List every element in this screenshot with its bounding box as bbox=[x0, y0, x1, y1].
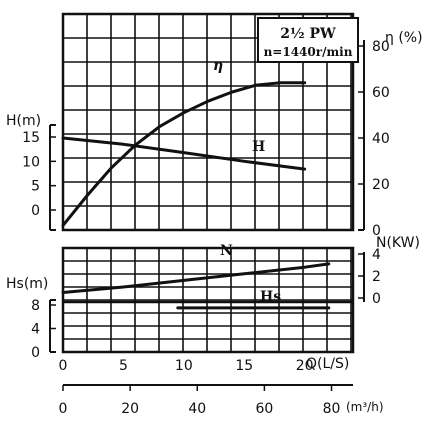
nkw-tick-label: 0 bbox=[372, 291, 381, 307]
bottom-panel-frame bbox=[61, 246, 355, 354]
eta-tick-label: 60 bbox=[372, 85, 390, 101]
nkw-tick-label: 4 bbox=[372, 247, 381, 263]
h-curve bbox=[61, 136, 307, 171]
hm-tick-label: 0 bbox=[31, 203, 40, 219]
hs-tick-label: 8 bbox=[31, 298, 40, 314]
q-tick-label: 5 bbox=[119, 358, 128, 374]
eta-tick-label: 0 bbox=[372, 223, 381, 239]
chart-subtitle: n=1440r/min bbox=[264, 45, 353, 59]
q-tick-label: 20 bbox=[296, 358, 314, 374]
hm-axis-label: H(m) bbox=[6, 113, 41, 129]
m3h-axis-label: (m³/h) bbox=[346, 400, 384, 414]
m3h-tick-label: 40 bbox=[188, 401, 206, 417]
q-tick-label: 0 bbox=[59, 358, 68, 374]
m3h-tick-label: 0 bbox=[59, 401, 68, 417]
hs-axis-label: Hs(m) bbox=[6, 276, 48, 292]
hs-series-label: Hs bbox=[260, 289, 281, 305]
q-tick-label: 10 bbox=[175, 358, 193, 374]
hs-tick-label: 0 bbox=[31, 345, 40, 361]
m3h-tick-label: 60 bbox=[255, 401, 273, 417]
top-panel-frame bbox=[61, 12, 355, 232]
m3h-tick-label: 80 bbox=[323, 401, 341, 417]
hm-tick-label: 10 bbox=[22, 154, 40, 170]
nkw-tick-label: 2 bbox=[372, 269, 381, 285]
m3h-tick-label: 20 bbox=[121, 401, 139, 417]
h-series-label: H bbox=[252, 139, 265, 155]
n-series-label: N bbox=[220, 243, 233, 259]
eta-series-label: η bbox=[213, 58, 223, 74]
eta-curve bbox=[61, 81, 307, 227]
eta-axis-label: η (%) bbox=[385, 30, 423, 46]
hm-tick-label: 5 bbox=[31, 179, 40, 195]
q-tick-label: 15 bbox=[235, 358, 253, 374]
plot-frame bbox=[49, 12, 365, 386]
eta-tick-label: 20 bbox=[372, 177, 390, 193]
hs-tick-label: 4 bbox=[31, 322, 40, 338]
eta-tick-label: 40 bbox=[372, 131, 390, 147]
eta-tick-label: 80 bbox=[372, 39, 390, 55]
n-curve bbox=[61, 262, 331, 294]
nkw-axis-label: N(KW) bbox=[376, 235, 420, 251]
q-axis-label: Q(L/S) bbox=[306, 356, 349, 372]
data-curves bbox=[61, 81, 331, 310]
chart-title: 2½ PW bbox=[280, 26, 336, 42]
hm-tick-label: 15 bbox=[22, 130, 40, 146]
title-box bbox=[257, 17, 359, 63]
